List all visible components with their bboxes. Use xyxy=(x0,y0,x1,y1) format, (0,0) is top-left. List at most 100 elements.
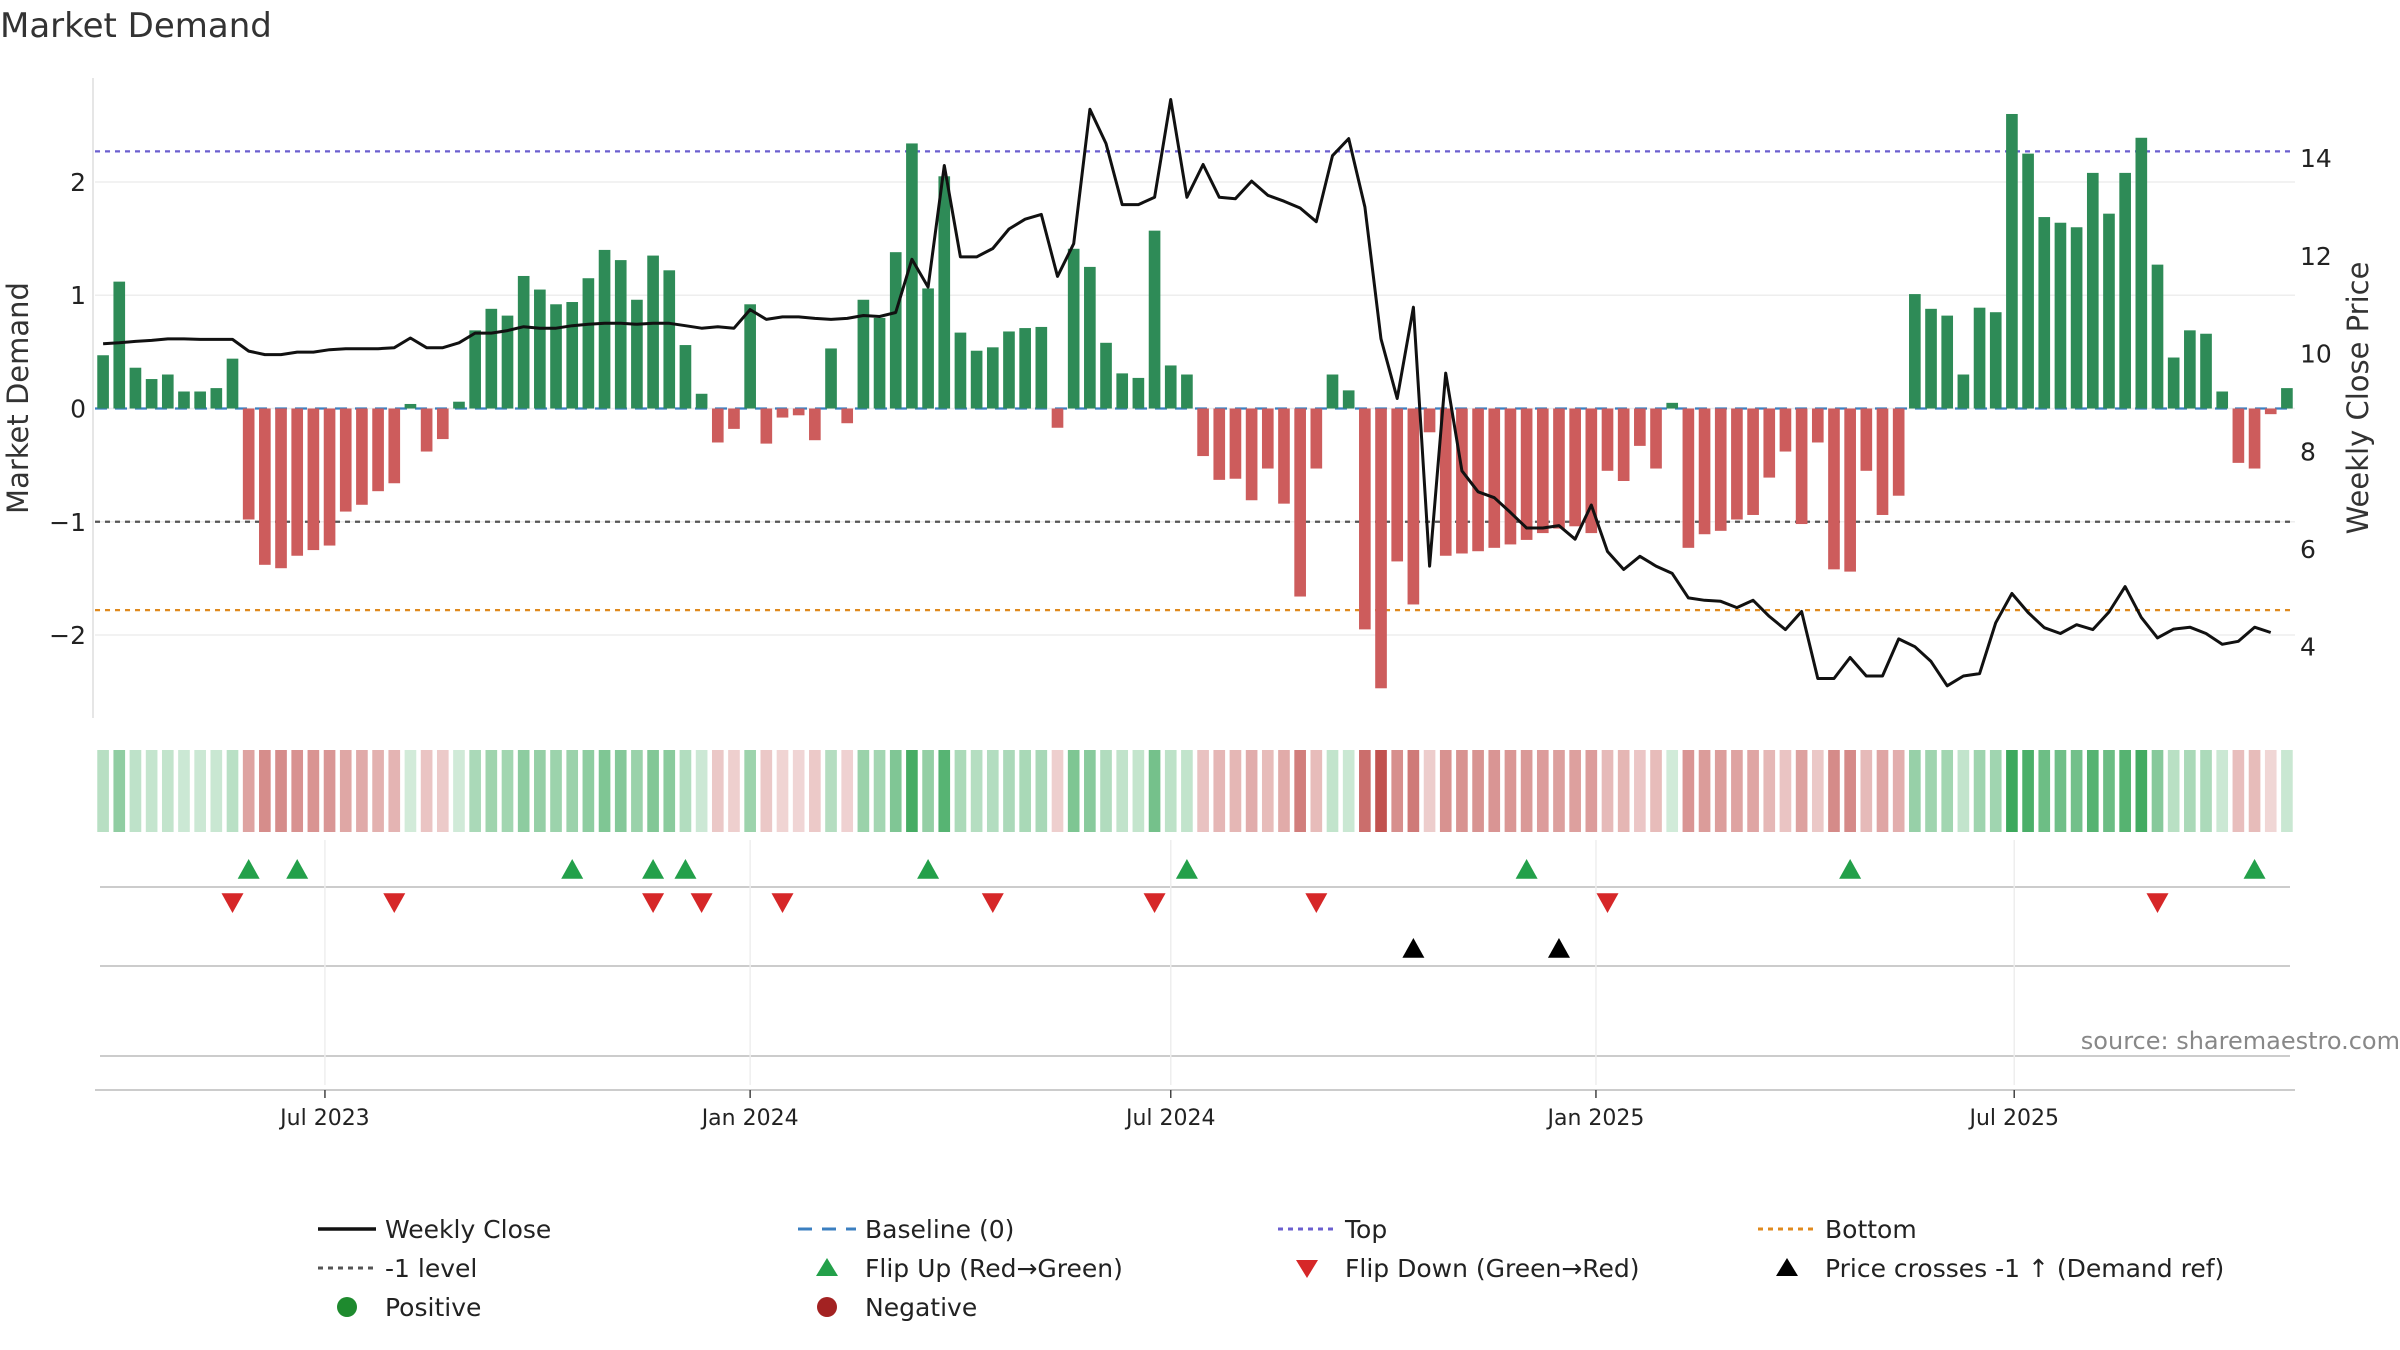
demand-bar xyxy=(1019,328,1031,409)
source-credit: source: sharemaestro.com xyxy=(2081,1027,2400,1055)
price-cross-marker xyxy=(1402,938,1425,958)
demand-strip-cell xyxy=(1553,750,1565,832)
demand-strip-cell xyxy=(1423,750,1436,832)
chart-title: Market Demand xyxy=(0,6,272,46)
demand-strip-cell xyxy=(1876,750,1889,832)
flip-down-marker xyxy=(1596,893,1619,913)
demand-bar xyxy=(1003,331,1015,409)
demand-strip-cell xyxy=(1941,750,1954,832)
legend-swatch xyxy=(1776,1258,1798,1276)
flip-down-marker xyxy=(771,893,794,913)
demand-bar xyxy=(1197,408,1209,457)
demand-bar xyxy=(1181,374,1193,409)
demand-strip-cell xyxy=(485,750,498,832)
demand-bar xyxy=(1132,377,1145,409)
demand-bar xyxy=(517,275,530,409)
demand-strip-cell xyxy=(1084,750,1096,832)
demand-strip-cell xyxy=(453,750,465,832)
demand-bar xyxy=(2103,213,2115,409)
demand-bar xyxy=(1278,408,1290,504)
demand-strip-cell xyxy=(1828,750,1840,832)
demand-bar xyxy=(97,355,109,409)
demand-bar xyxy=(711,408,724,443)
demand-bar xyxy=(695,393,708,409)
demand-strip-cell xyxy=(1989,750,2002,832)
y-tick-label-left: −2 xyxy=(49,621,86,650)
demand-strip-cell xyxy=(1213,750,1226,832)
y-axis-left-label: Market Demand xyxy=(1,282,35,514)
demand-bar xyxy=(145,379,158,409)
demand-strip-cell xyxy=(501,750,514,832)
demand-strip-cell xyxy=(1682,750,1695,832)
demand-strip-cell xyxy=(1585,750,1598,832)
demand-bar xyxy=(194,391,206,409)
demand-bar xyxy=(809,408,821,441)
demand-bar xyxy=(534,289,546,409)
demand-bar xyxy=(1989,312,2002,409)
flip-up-marker xyxy=(917,859,940,879)
demand-bar xyxy=(1116,373,1129,409)
legend-label: -1 level xyxy=(385,1254,477,1283)
demand-strip-cell xyxy=(2103,750,2115,832)
legend-item: Flip Down (Green→Red) xyxy=(1296,1254,1640,1283)
flip-up-marker xyxy=(1839,859,1862,879)
demand-bar xyxy=(582,278,595,409)
demand-strip-cell xyxy=(1019,750,1031,832)
demand-bar xyxy=(1634,408,1646,446)
demand-strip-cell xyxy=(1456,750,1468,832)
demand-bar xyxy=(307,408,320,551)
demand-strip-cell xyxy=(1359,750,1371,832)
demand-strip-cell xyxy=(1844,750,1856,832)
y-tick-label-left: −1 xyxy=(49,508,86,537)
demand-strip-cell xyxy=(922,750,934,832)
demand-bar xyxy=(1747,408,1759,515)
legend-label: Weekly Close xyxy=(385,1215,551,1244)
demand-strip-cell xyxy=(420,750,433,832)
demand-bar xyxy=(1666,402,1679,409)
demand-bar xyxy=(1100,342,1112,409)
demand-bar xyxy=(129,367,142,409)
demand-bar xyxy=(291,408,304,556)
demand-bar xyxy=(178,391,190,409)
demand-heat-strip xyxy=(97,750,2293,832)
demand-bar xyxy=(1504,408,1517,545)
legend-label: Bottom xyxy=(1825,1215,1917,1244)
legend-label: Flip Down (Green→Red) xyxy=(1345,1254,1640,1283)
demand-strip-cell xyxy=(566,750,579,832)
demand-strip-cell xyxy=(356,750,368,832)
legend-item: Price crosses -1 ↑ (Demand ref) xyxy=(1776,1254,2224,1283)
legend-item: -1 level xyxy=(318,1254,477,1283)
demand-strip-cell xyxy=(534,750,546,832)
demand-bar xyxy=(2119,172,2131,409)
demand-strip-cell xyxy=(857,750,870,832)
demand-strip-cell xyxy=(1035,750,1048,832)
legend-item: Flip Up (Red→Green) xyxy=(816,1254,1123,1283)
legend-swatch xyxy=(1296,1260,1318,1278)
demand-strip-cell xyxy=(1650,750,1662,832)
demand-bar xyxy=(1407,408,1420,605)
demand-strip-cell xyxy=(809,750,821,832)
demand-bar xyxy=(1844,408,1856,572)
demand-bar xyxy=(825,348,837,409)
demand-bar xyxy=(420,408,433,452)
demand-bar xyxy=(2022,153,2034,409)
flip-up-marker xyxy=(1515,859,1538,879)
demand-strip-cell xyxy=(275,750,287,832)
legend-label: Positive xyxy=(385,1293,481,1322)
demand-strip-cell xyxy=(1520,750,1533,832)
demand-strip-cell xyxy=(986,750,999,832)
demand-strip-cell xyxy=(776,750,789,832)
demand-strip-cell xyxy=(760,750,773,832)
flip-up-marker xyxy=(642,859,665,879)
demand-strip-cell xyxy=(2038,750,2051,832)
y-tick-label-left: 1 xyxy=(70,281,86,310)
demand-bar xyxy=(2038,217,2051,409)
demand-bar xyxy=(2216,391,2229,409)
demand-strip-cell xyxy=(307,750,320,832)
demand-strip-cell xyxy=(469,750,481,832)
demand-bar xyxy=(2264,408,2277,415)
demand-bar xyxy=(2135,137,2148,409)
flip-down-marker xyxy=(383,893,406,913)
demand-bar xyxy=(1051,408,1064,428)
demand-strip-cell xyxy=(1051,750,1064,832)
